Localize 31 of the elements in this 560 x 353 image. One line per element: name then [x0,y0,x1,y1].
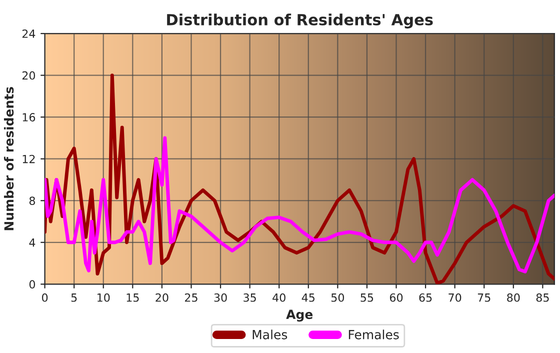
y-tick-label: 24 [22,30,36,38]
line-series [44,136,554,274]
y-tick-label: 12 [22,154,35,164]
y-tick-label: 16 [22,113,36,122]
x-tick-label: 20 [156,293,168,302]
y-tick-label: 20 [22,71,36,80]
y-tick-label: 0 [29,280,36,289]
x-tick-label: 40 [272,293,286,302]
y-tick-label: 4 [29,238,36,247]
y-axis-title: Number of residents [4,87,14,230]
x-tick-label: 80 [507,293,520,302]
chart-title: Distribution of Residents' Ages [167,14,433,28]
x-tick-label: 10 [98,293,110,302]
x-tick-label: 65 [419,293,432,302]
x-tick-label: 15 [126,294,139,302]
x-tick-label: 5 [71,294,77,302]
x-tick-label: 70 [448,293,462,302]
x-axis-title: Age [286,310,313,322]
legend-label: Females [348,330,399,340]
x-tick-label: 75 [478,294,490,302]
x-tick-label: 25 [184,293,198,302]
y-tick-label: 8 [29,196,36,205]
x-tick-label: 85 [536,293,549,302]
x-tick-label: 60 [390,293,403,302]
x-tick-label: 35 [244,293,256,302]
x-tick-label: 55 [360,294,374,302]
x-tick-label: 0 [42,293,48,302]
x-tick-label: 45 [302,294,314,302]
x-tick-label: 50 [331,293,344,302]
legend-label: Males [252,330,288,340]
x-tick-label: 30 [214,293,227,302]
